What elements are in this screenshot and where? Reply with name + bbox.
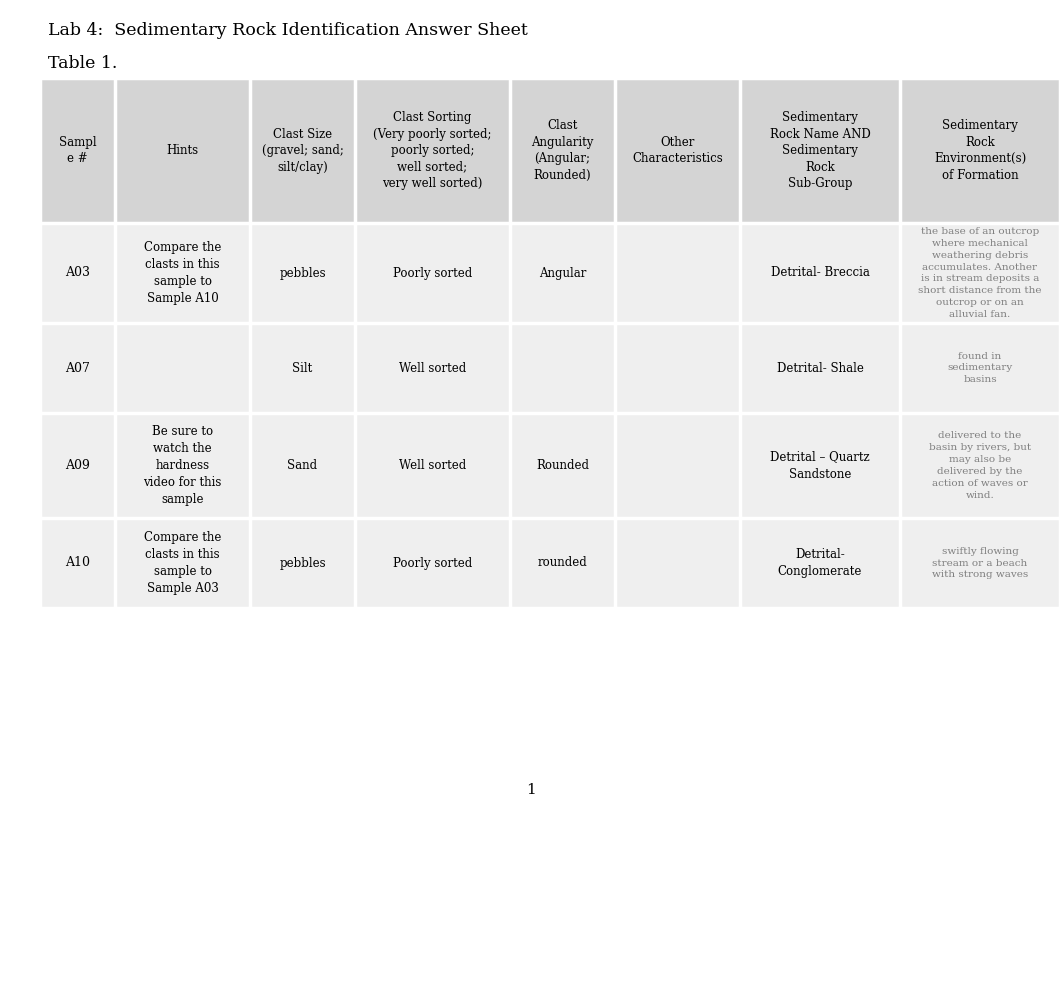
- Text: Be sure to
watch the
hardness
video for this
sample: Be sure to watch the hardness video for …: [143, 425, 222, 506]
- Text: swiftly flowing
stream or a beach
with strong waves: swiftly flowing stream or a beach with s…: [931, 546, 1028, 579]
- Text: Compare the
clasts in this
sample to
Sample A03: Compare the clasts in this sample to Sam…: [143, 531, 221, 595]
- Bar: [40, 78, 1060, 223]
- Text: Table 1.: Table 1.: [48, 55, 118, 72]
- Text: Silt: Silt: [292, 361, 312, 374]
- Text: Clast Sorting
(Very poorly sorted;
poorly sorted;
well sorted;
very well sorted): Clast Sorting (Very poorly sorted; poorl…: [373, 111, 492, 190]
- Text: Sedimentary
Rock Name AND
Sedimentary
Rock
Sub-Group: Sedimentary Rock Name AND Sedimentary Ro…: [770, 111, 871, 190]
- Text: Sedimentary
Rock
Environment(s)
of Formation: Sedimentary Rock Environment(s) of Forma…: [933, 120, 1026, 182]
- Text: Other
Characteristics: Other Characteristics: [632, 136, 723, 165]
- Text: Angular: Angular: [538, 267, 586, 280]
- Text: Hints: Hints: [167, 144, 199, 157]
- Text: rounded: rounded: [537, 556, 587, 569]
- Text: Poorly sorted: Poorly sorted: [393, 267, 473, 280]
- Text: found in
sedimentary
basins: found in sedimentary basins: [947, 352, 1013, 384]
- Bar: [40, 223, 1060, 323]
- Text: Poorly sorted: Poorly sorted: [393, 556, 473, 569]
- Bar: [40, 518, 1060, 608]
- Bar: [40, 323, 1060, 413]
- Text: pebbles: pebbles: [279, 267, 326, 280]
- Text: A07: A07: [65, 361, 90, 374]
- Text: Sand: Sand: [288, 459, 318, 472]
- Bar: [40, 413, 1060, 518]
- Text: Well sorted: Well sorted: [399, 361, 466, 374]
- Text: Detrital- Shale: Detrital- Shale: [776, 361, 863, 374]
- Text: Rounded: Rounded: [536, 459, 589, 472]
- Text: Lab 4:  Sedimentary Rock Identification Answer Sheet: Lab 4: Sedimentary Rock Identification A…: [48, 22, 528, 39]
- Text: Detrital- Breccia: Detrital- Breccia: [771, 267, 870, 280]
- Text: Detrital – Quartz
Sandstone: Detrital – Quartz Sandstone: [770, 451, 870, 481]
- Text: 1: 1: [526, 783, 536, 797]
- Text: Sampl
e #: Sampl e #: [58, 136, 97, 165]
- Text: A10: A10: [65, 556, 90, 569]
- Text: Clast Size
(gravel; sand;
silt/clay): Clast Size (gravel; sand; silt/clay): [261, 128, 343, 173]
- Text: delivered to the
basin by rivers, but
may also be
delivered by the
action of wav: delivered to the basin by rivers, but ma…: [929, 432, 1031, 500]
- Text: pebbles: pebbles: [279, 556, 326, 569]
- Text: the base of an outcrop
where mechanical
weathering debris
accumulates. Another
i: the base of an outcrop where mechanical …: [919, 227, 1042, 319]
- Text: A03: A03: [65, 267, 90, 280]
- Text: Detrital-
Conglomerate: Detrital- Conglomerate: [777, 548, 862, 578]
- Text: Compare the
clasts in this
sample to
Sample A10: Compare the clasts in this sample to Sam…: [143, 241, 221, 305]
- Text: A09: A09: [65, 459, 90, 472]
- Text: Clast
Angularity
(Angular;
Rounded): Clast Angularity (Angular; Rounded): [531, 120, 594, 182]
- Text: Well sorted: Well sorted: [399, 459, 466, 472]
